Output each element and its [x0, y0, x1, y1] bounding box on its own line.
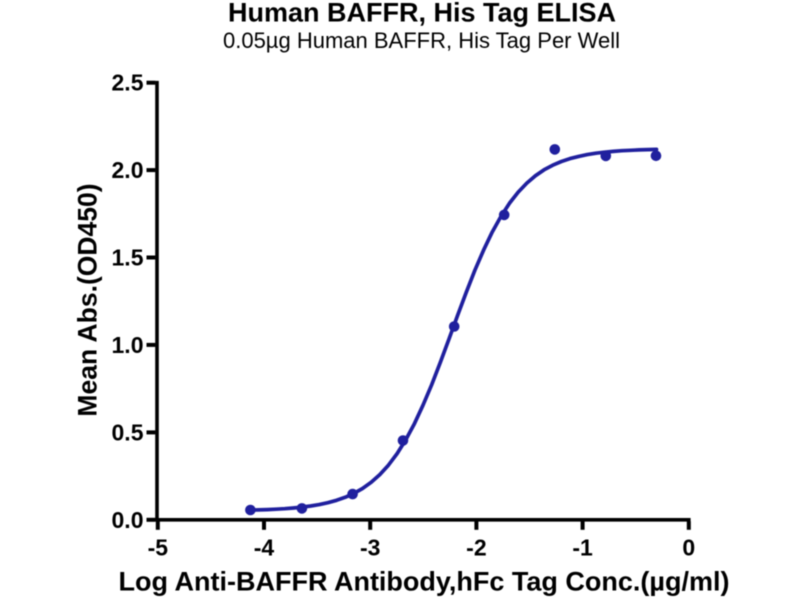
svg-text:2.5: 2.5	[112, 70, 144, 96]
svg-text:Log Anti-BAFFR Antibody,hFc Ta: Log Anti-BAFFR Antibody,hFc Tag Conc.(µg…	[119, 567, 730, 597]
svg-text:2.0: 2.0	[112, 157, 144, 183]
svg-text:-2: -2	[466, 534, 486, 560]
svg-text:0: 0	[682, 534, 695, 560]
svg-text:1.5: 1.5	[112, 245, 144, 271]
svg-text:0.0: 0.0	[112, 507, 144, 533]
svg-text:1.0: 1.0	[112, 332, 144, 358]
svg-text:0.05µg Human BAFFR, His Tag Pe: 0.05µg Human BAFFR, His Tag Per Well	[223, 28, 620, 53]
svg-text:0.5: 0.5	[112, 419, 144, 445]
svg-text:Human BAFFR, His Tag ELISA: Human BAFFR, His Tag ELISA	[228, 0, 616, 28]
svg-text:-3: -3	[360, 534, 380, 560]
svg-text:-1: -1	[572, 534, 593, 560]
svg-text:Mean Abs.(OD450): Mean Abs.(OD450)	[73, 183, 103, 416]
svg-text:-5: -5	[148, 534, 169, 560]
svg-text:-4: -4	[254, 534, 275, 560]
